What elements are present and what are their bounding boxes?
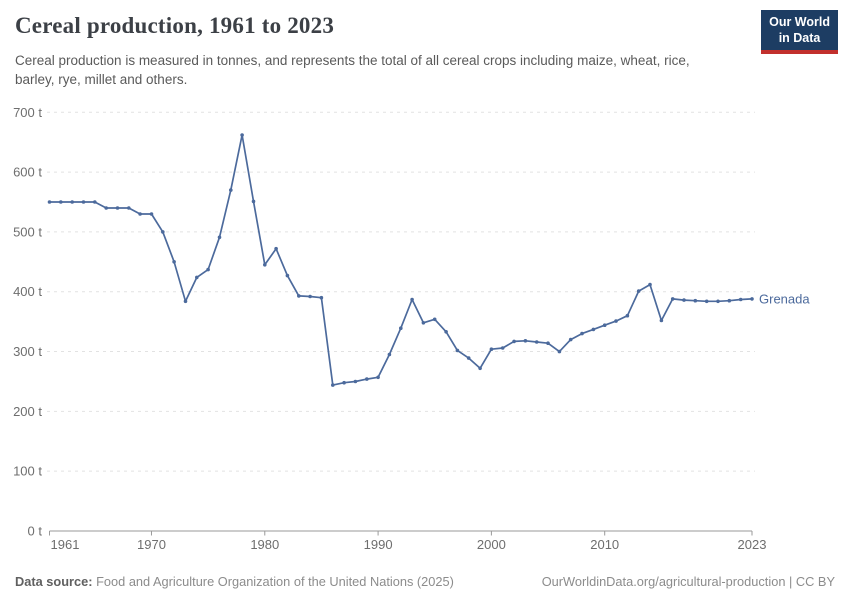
footer-link[interactable]: OurWorldinData.org/agricultural-producti… <box>541 574 786 589</box>
data-point-marker <box>546 341 550 346</box>
data-point-marker <box>716 299 720 304</box>
x-tick-label: 1980 <box>250 537 279 552</box>
data-point-marker <box>319 295 324 300</box>
x-tick-label: 2010 <box>590 537 619 552</box>
data-point-marker <box>93 200 97 204</box>
y-tick-label: 300 t <box>13 344 42 359</box>
data-point-marker <box>591 327 596 332</box>
data-point-marker <box>750 297 754 301</box>
data-point-marker <box>410 297 414 302</box>
data-point-marker <box>648 282 652 287</box>
data-point-marker <box>625 313 630 318</box>
owid-logo-line2: in Data <box>778 30 821 45</box>
footer-separator: | <box>789 574 793 589</box>
data-point-marker <box>365 377 369 381</box>
data-point-marker <box>342 380 346 385</box>
data-point-marker <box>161 230 165 234</box>
y-tick-label: 200 t <box>13 404 42 419</box>
data-point-marker <box>387 352 392 357</box>
x-tick-label: 2023 <box>738 537 767 552</box>
data-point-marker <box>104 206 108 210</box>
data-point-marker <box>478 366 482 371</box>
x-tick-label: 1970 <box>137 537 166 552</box>
data-point-marker <box>704 299 709 304</box>
data-point-marker <box>659 318 664 323</box>
data-point-marker <box>138 212 142 216</box>
data-point-marker <box>206 267 210 272</box>
data-point-marker <box>500 346 505 350</box>
data-point-marker <box>376 375 380 380</box>
data-point-marker <box>738 297 743 302</box>
data-point-marker <box>274 246 278 251</box>
y-tick-label: 500 t <box>13 224 42 239</box>
data-source: Data source: Food and Agriculture Organi… <box>15 574 454 589</box>
data-point-marker <box>81 200 86 204</box>
y-tick-label: 400 t <box>13 284 42 299</box>
data-source-label: Data source: <box>15 574 93 589</box>
data-point-marker <box>455 348 460 353</box>
y-tick-label: 600 t <box>13 165 42 180</box>
data-point-marker <box>557 349 562 354</box>
chart-subtitle: Cereal production is measured in tonnes,… <box>15 53 690 87</box>
data-point-marker <box>172 260 176 264</box>
y-tick-label: 0 t <box>28 524 43 539</box>
data-point-marker <box>59 200 63 204</box>
data-point-marker <box>297 294 301 298</box>
data-point-marker <box>421 321 426 325</box>
data-point-marker <box>399 326 403 331</box>
data-point-marker <box>512 339 516 344</box>
data-source-value: Food and Agriculture Organization of the… <box>96 574 454 589</box>
data-point-marker <box>115 206 120 210</box>
data-point-marker <box>331 383 335 387</box>
data-point-marker <box>308 294 312 299</box>
data-point-marker <box>263 263 267 267</box>
footer-license: CC BY <box>795 574 835 589</box>
data-point-marker <box>285 273 290 278</box>
data-point-marker <box>670 297 675 301</box>
x-tick-label: 1990 <box>364 537 393 552</box>
data-point-marker <box>217 235 222 240</box>
data-point-marker <box>195 275 199 280</box>
y-tick-label: 100 t <box>13 464 42 479</box>
data-point-marker <box>568 337 573 342</box>
data-point-marker <box>727 298 732 303</box>
data-point-marker <box>251 199 256 204</box>
data-point-marker <box>432 317 437 322</box>
series-entity-label: Grenada <box>759 291 810 306</box>
owid-logo[interactable]: Our World in Data <box>761 10 838 55</box>
owid-logo-line1: Our World <box>769 15 830 29</box>
data-point-marker <box>149 212 154 216</box>
data-point-marker <box>240 133 244 137</box>
data-point-marker <box>682 298 686 302</box>
x-tick-label: 1961 <box>51 537 80 552</box>
data-point-marker <box>602 323 607 328</box>
data-point-marker <box>127 206 131 210</box>
data-point-marker <box>534 340 539 344</box>
x-tick-label: 2000 <box>477 537 506 552</box>
data-point-marker <box>353 379 358 384</box>
data-point-marker <box>523 339 528 343</box>
footer-attribution: OurWorldinData.org/agricultural-producti… <box>542 574 835 589</box>
data-point-marker <box>580 331 584 336</box>
chart-footer: Data source: Food and Agriculture Organi… <box>15 574 835 589</box>
data-point-marker <box>183 299 188 304</box>
data-point-marker <box>229 188 233 192</box>
y-tick-label: 700 t <box>13 105 42 120</box>
data-point-marker <box>444 330 448 334</box>
data-point-marker <box>636 289 641 293</box>
page-title: Cereal production, 1961 to 2023 <box>15 13 335 38</box>
data-point-marker <box>466 356 471 360</box>
data-point-marker <box>693 298 698 303</box>
data-point-marker <box>70 200 74 204</box>
data-point-marker <box>489 347 494 352</box>
data-point-marker <box>47 200 52 204</box>
data-point-marker <box>614 319 618 323</box>
